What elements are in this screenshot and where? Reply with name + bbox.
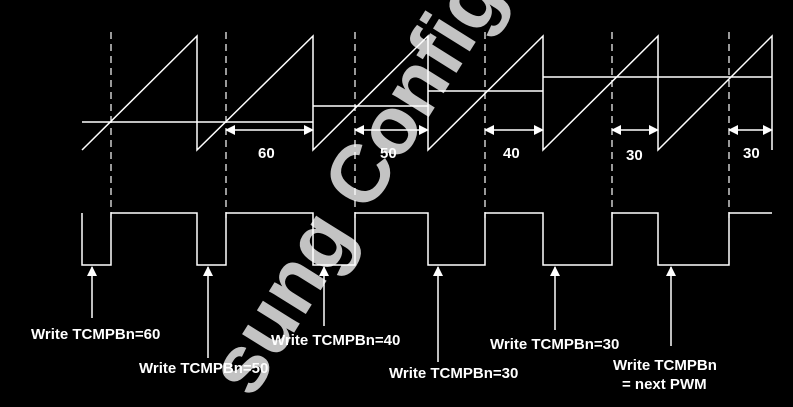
width-label-30b: 30 <box>743 145 760 162</box>
width-label-50: 50 <box>380 145 397 162</box>
pwm-output-wave <box>81 212 772 266</box>
write-label-30a: Write TCMPBn=30 <box>389 365 518 382</box>
write-label-30b: Write TCMPBn=30 <box>490 336 619 353</box>
write-label-40: Write TCMPBn=40 <box>271 332 400 349</box>
write-label-next-line2: = next PWM <box>622 376 707 393</box>
write-arrows <box>87 266 676 362</box>
write-label-50: Write TCMPBn=50 <box>139 360 268 377</box>
width-label-30a: 30 <box>626 147 643 164</box>
width-label-40: 40 <box>503 145 520 162</box>
write-label-next-line1: Write TCMPBn <box>613 357 717 374</box>
dashed-markers <box>110 32 730 218</box>
write-label-60: Write TCMPBn=60 <box>31 326 160 343</box>
counter-sawtooth <box>81 34 773 152</box>
compare-levels <box>82 76 772 123</box>
width-label-60: 60 <box>258 145 275 162</box>
